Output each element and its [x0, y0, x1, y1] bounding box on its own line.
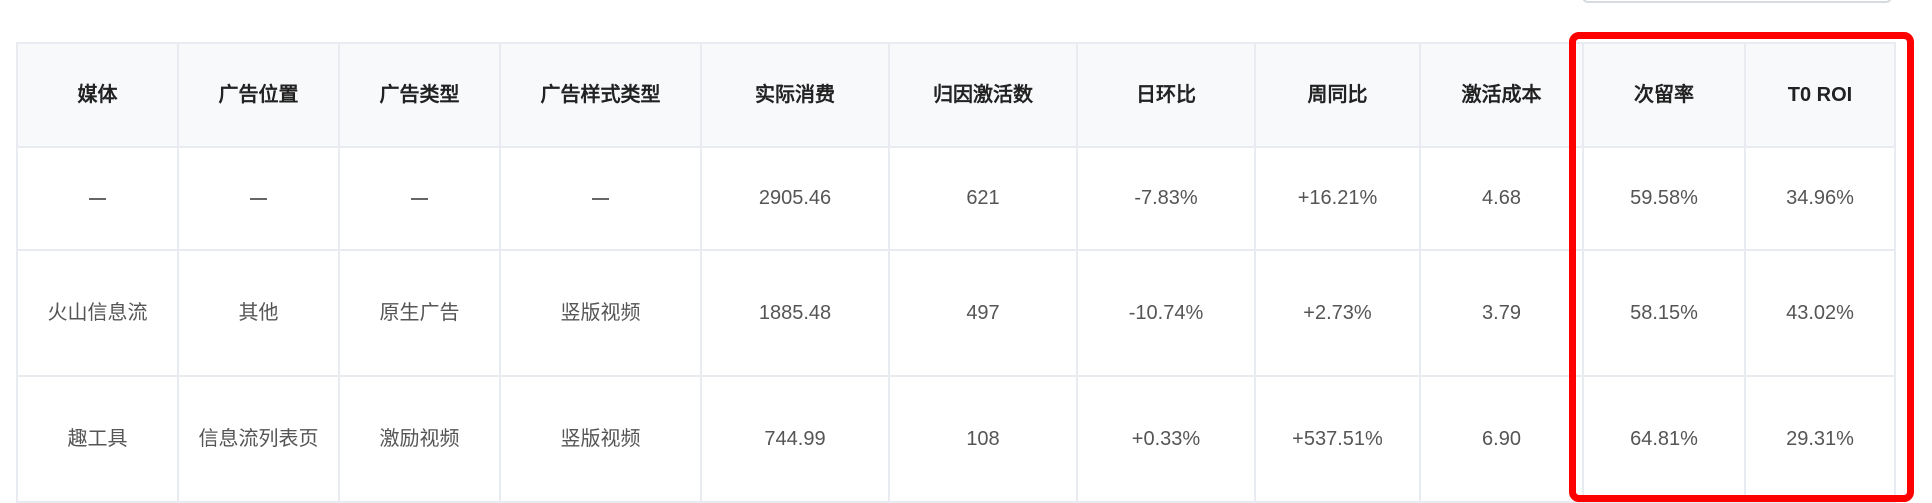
table-row: 趣工具 信息流列表页 激励视频 竖版视频 744.99 108 +0.33% +…	[16, 375, 1896, 503]
cell-ad-style-type	[499, 146, 702, 251]
cell-ad-position	[177, 146, 340, 251]
cell-t0-roi: 34.96%	[1744, 146, 1896, 251]
cell-t0-roi: 43.02%	[1744, 249, 1896, 377]
cell-spend: 1885.48	[700, 249, 890, 377]
header-ad-type[interactable]: 广告类型	[338, 42, 501, 148]
cell-day-over-day: -10.74%	[1076, 249, 1256, 377]
header-ad-position[interactable]: 广告位置	[177, 42, 340, 148]
cell-media: 火山信息流	[16, 249, 179, 377]
header-t0-roi[interactable]: T0 ROI	[1744, 42, 1896, 148]
header-week-over-week[interactable]: 周同比	[1254, 42, 1421, 148]
header-next-day-retention[interactable]: 次留率	[1582, 42, 1746, 148]
cell-ad-position: 信息流列表页	[177, 375, 340, 503]
cell-media: 趣工具	[16, 375, 179, 503]
cell-ad-style-type: 竖版视频	[499, 375, 702, 503]
cell-ad-type	[338, 146, 501, 251]
cell-ad-type: 激励视频	[338, 375, 501, 503]
cell-ad-position: 其他	[177, 249, 340, 377]
cell-day-over-day: -7.83%	[1076, 146, 1256, 251]
cell-week-over-week: +537.51%	[1254, 375, 1421, 503]
cell-ad-style-type: 竖版视频	[499, 249, 702, 377]
cell-activations: 497	[888, 249, 1078, 377]
dash-icon	[411, 197, 428, 200]
cell-next-day-retention: 64.81%	[1582, 375, 1746, 503]
header-activation-cost[interactable]: 激活成本	[1419, 42, 1584, 148]
cell-activations: 621	[888, 146, 1078, 251]
cell-activations: 108	[888, 375, 1078, 503]
header-spend[interactable]: 实际消费	[700, 42, 890, 148]
cell-activation-cost: 6.90	[1419, 375, 1584, 503]
cell-ad-type: 原生广告	[338, 249, 501, 377]
dash-icon	[592, 197, 609, 200]
table-header-row: 媒体 广告位置 广告类型 广告样式类型 实际消费 归因激活数 日环比 周同比 激…	[16, 42, 1896, 148]
cell-activation-cost: 4.68	[1419, 146, 1584, 251]
cell-t0-roi: 29.31%	[1744, 375, 1896, 503]
top-dropdown-control[interactable]	[1582, 0, 1892, 3]
cell-day-over-day: +0.33%	[1076, 375, 1256, 503]
header-activations[interactable]: 归因激活数	[888, 42, 1078, 148]
dash-icon	[250, 197, 267, 200]
cell-week-over-week: +16.21%	[1254, 146, 1421, 251]
header-day-over-day[interactable]: 日环比	[1076, 42, 1256, 148]
cell-media	[16, 146, 179, 251]
ad-report-table: 媒体 广告位置 广告类型 广告样式类型 实际消费 归因激活数 日环比 周同比 激…	[16, 42, 1896, 503]
cell-next-day-retention: 59.58%	[1582, 146, 1746, 251]
table-row: 火山信息流 其他 原生广告 竖版视频 1885.48 497 -10.74% +…	[16, 249, 1896, 377]
cell-next-day-retention: 58.15%	[1582, 249, 1746, 377]
cell-week-over-week: +2.73%	[1254, 249, 1421, 377]
cell-activation-cost: 3.79	[1419, 249, 1584, 377]
header-media[interactable]: 媒体	[16, 42, 179, 148]
header-ad-style-type[interactable]: 广告样式类型	[499, 42, 702, 148]
cell-spend: 744.99	[700, 375, 890, 503]
cell-spend: 2905.46	[700, 146, 890, 251]
dash-icon	[89, 197, 106, 200]
table-row-total: 2905.46 621 -7.83% +16.21% 4.68 59.58% 3…	[16, 146, 1896, 251]
